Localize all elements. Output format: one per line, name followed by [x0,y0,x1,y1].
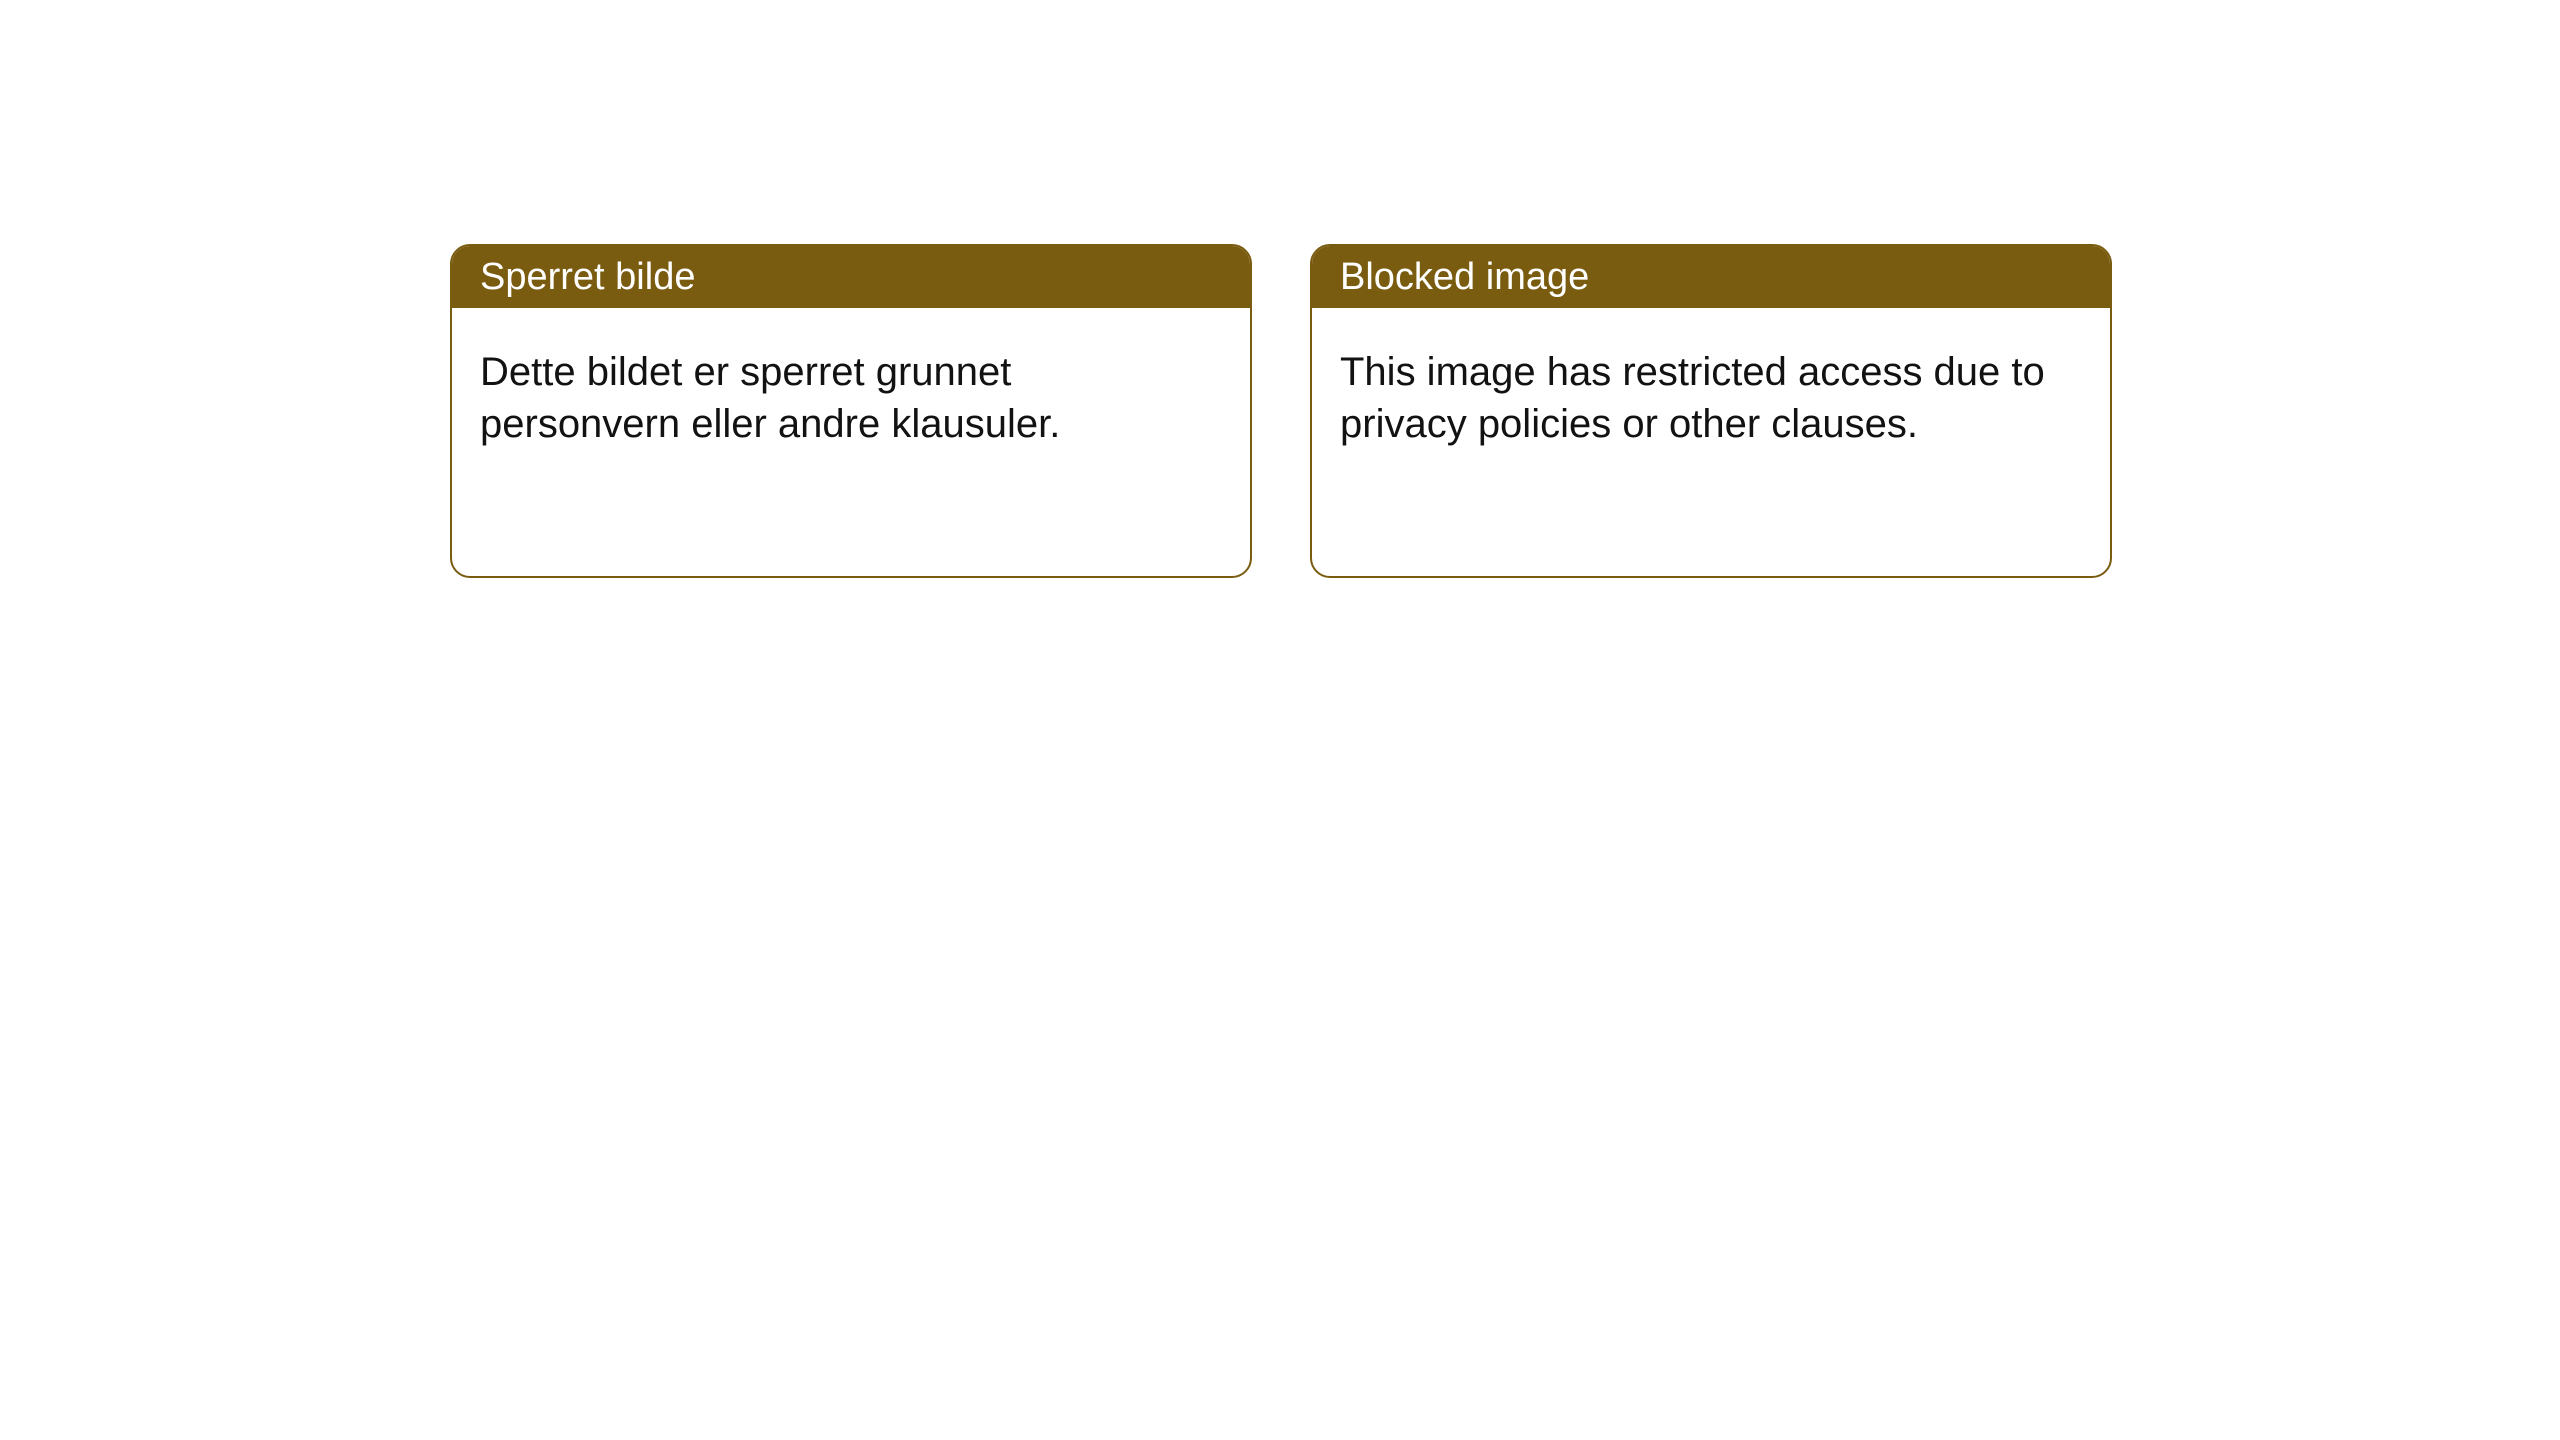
notice-header-text: Sperret bilde [480,256,695,299]
notice-header-english: Blocked image [1312,246,2110,308]
notice-body-text: This image has restricted access due to … [1340,350,2045,446]
notice-header-text: Blocked image [1340,256,1589,299]
notice-container: Sperret bilde Dette bildet er sperret gr… [450,244,2112,578]
notice-header-norwegian: Sperret bilde [452,246,1250,308]
notice-body-norwegian: Dette bildet er sperret grunnet personve… [452,308,1250,488]
notice-body-english: This image has restricted access due to … [1312,308,2110,488]
notice-card-norwegian: Sperret bilde Dette bildet er sperret gr… [450,244,1252,578]
notice-card-english: Blocked image This image has restricted … [1310,244,2112,578]
notice-body-text: Dette bildet er sperret grunnet personve… [480,350,1060,446]
